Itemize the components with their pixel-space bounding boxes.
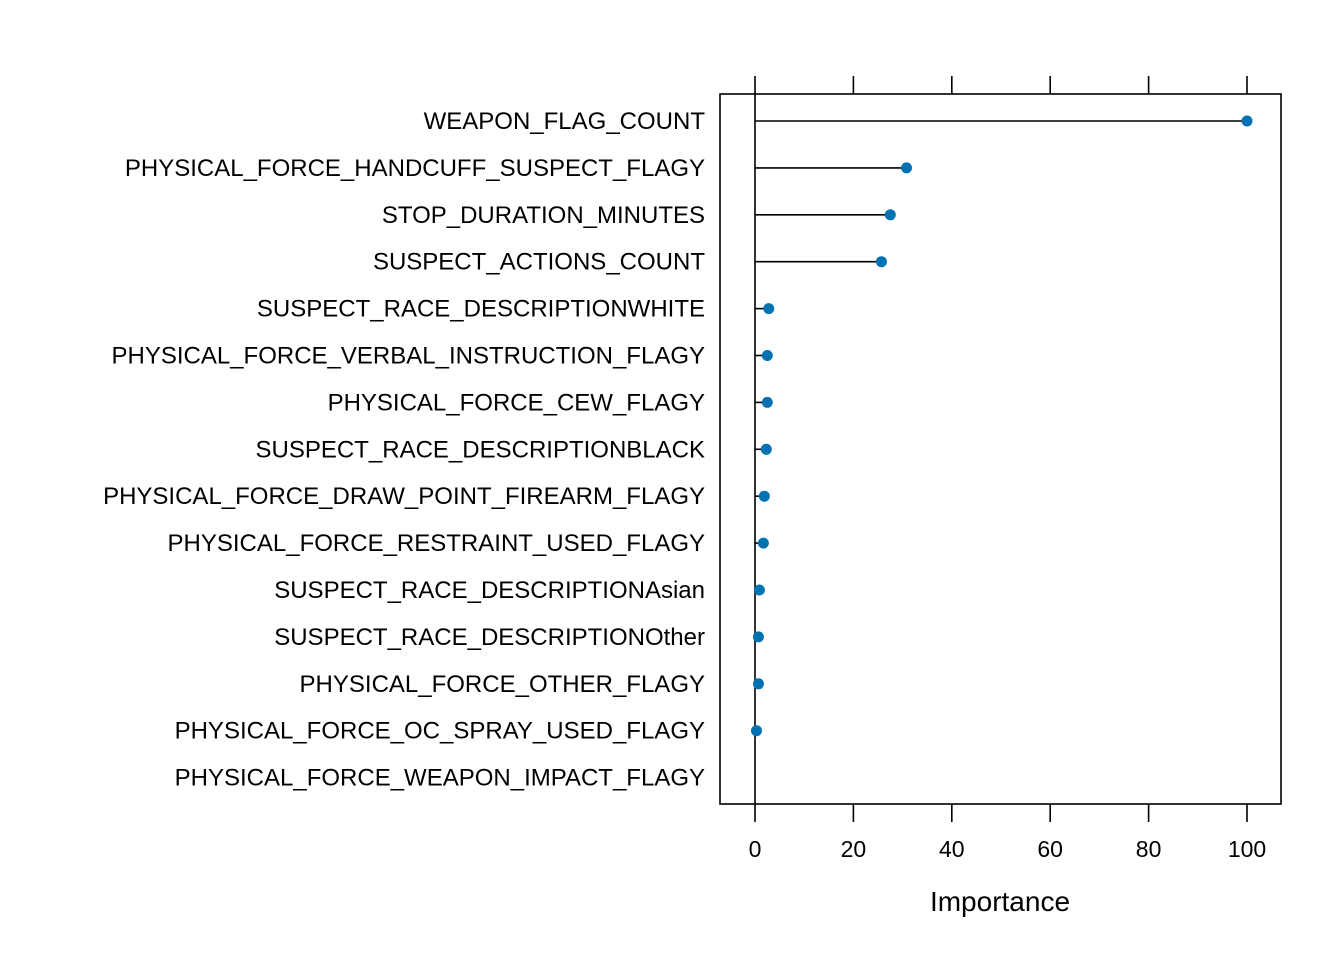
top-axis-ticks xyxy=(754,76,1248,94)
importance-point xyxy=(1241,115,1253,127)
x-tick-label: 40 xyxy=(939,836,965,862)
plot-frame xyxy=(719,93,1282,805)
category-label: PHYSICAL_FORCE_DRAW_POINT_FIREARM_FLAGY xyxy=(103,483,705,510)
category-label: PHYSICAL_FORCE_RESTRAINT_USED_FLAGY xyxy=(168,530,705,557)
category-label: PHYSICAL_FORCE_CEW_FLAGY xyxy=(328,389,705,416)
importance-point xyxy=(875,256,887,268)
category-label: SUSPECT_RACE_DESCRIPTIONWHITE xyxy=(257,296,705,323)
category-label: PHYSICAL_FORCE_OC_SPRAY_USED_FLAGY xyxy=(175,718,705,745)
importance-segments xyxy=(755,120,1247,732)
importance-point xyxy=(761,396,773,408)
x-tick-label: 60 xyxy=(1037,836,1063,862)
category-labels: WEAPON_FLAG_COUNT PHYSICAL_FORCE_HANDCUFF… xyxy=(103,108,705,792)
category-label: PHYSICAL_FORCE_WEAPON_IMPACT_FLAGY xyxy=(175,765,705,792)
importance-points xyxy=(750,115,1253,737)
category-label: WEAPON_FLAG_COUNT xyxy=(424,108,706,135)
category-label: PHYSICAL_FORCE_HANDCUFF_SUSPECT_FLAGY xyxy=(125,155,705,182)
importance-point xyxy=(753,584,765,596)
x-tick-label: 80 xyxy=(1136,836,1162,862)
importance-point xyxy=(752,678,764,690)
category-label: SUSPECT_RACE_DESCRIPTIONAsian xyxy=(274,577,705,604)
category-label: PHYSICAL_FORCE_OTHER_FLAGY xyxy=(300,671,705,698)
x-tick-label: 100 xyxy=(1228,836,1266,862)
bottom-axis: 0 20 40 60 80 100 xyxy=(749,804,1266,862)
category-label: PHYSICAL_FORCE_VERBAL_INSTRUCTION_FLAGY xyxy=(112,343,706,370)
importance-point xyxy=(884,209,896,221)
x-axis-title: Importance xyxy=(930,886,1070,917)
importance-point xyxy=(757,537,769,549)
category-label: SUSPECT_RACE_DESCRIPTIONBLACK xyxy=(256,436,705,463)
importance-point xyxy=(761,350,773,361)
x-tick-label: 0 xyxy=(749,836,762,862)
x-tick-label: 20 xyxy=(841,836,867,862)
importance-point xyxy=(763,303,775,315)
importance-point xyxy=(752,631,764,643)
importance-point xyxy=(901,162,913,174)
category-label: SUSPECT_RACE_DESCRIPTIONOther xyxy=(274,624,705,651)
importance-point xyxy=(760,443,772,455)
category-label: SUSPECT_ACTIONS_COUNT xyxy=(373,249,705,276)
importance-point xyxy=(758,490,770,502)
category-label: STOP_DURATION_MINUTES xyxy=(382,202,705,229)
importance-point xyxy=(750,725,762,737)
